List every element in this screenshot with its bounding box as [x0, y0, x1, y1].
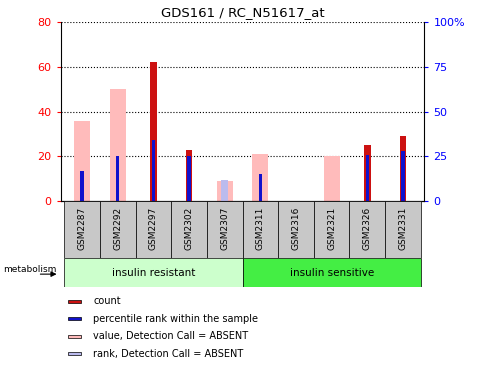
Text: GSM2326: GSM2326 — [362, 207, 371, 250]
Bar — [80, 171, 84, 201]
Text: GSM2287: GSM2287 — [77, 207, 86, 250]
Title: GDS161 / RC_N51617_at: GDS161 / RC_N51617_at — [160, 6, 324, 19]
Text: GSM2331: GSM2331 — [398, 207, 407, 250]
Bar — [206, 201, 242, 258]
Bar — [278, 201, 313, 258]
Bar — [187, 157, 190, 201]
Text: insulin resistant: insulin resistant — [111, 268, 195, 278]
Text: count: count — [93, 296, 121, 306]
Bar — [135, 201, 171, 258]
Bar — [252, 154, 268, 201]
Bar — [349, 201, 384, 258]
Bar — [363, 145, 370, 201]
Bar — [384, 201, 420, 258]
Bar — [100, 201, 135, 258]
Bar — [323, 157, 339, 201]
Bar — [399, 136, 405, 201]
Bar — [242, 258, 420, 287]
Text: GSM2292: GSM2292 — [113, 207, 122, 250]
Text: value, Detection Call = ABSENT: value, Detection Call = ABSENT — [93, 331, 248, 341]
Bar — [242, 201, 278, 258]
Bar — [185, 150, 192, 201]
Bar — [68, 335, 80, 338]
Bar — [258, 175, 261, 201]
Text: GSM2302: GSM2302 — [184, 207, 193, 250]
Bar — [400, 151, 404, 201]
Bar — [68, 317, 80, 320]
Bar — [171, 201, 206, 258]
Text: GSM2316: GSM2316 — [291, 207, 300, 250]
Text: GSM2297: GSM2297 — [149, 207, 157, 250]
Bar — [151, 140, 155, 201]
Text: GSM2307: GSM2307 — [220, 207, 229, 250]
Bar — [64, 201, 100, 258]
Bar — [221, 180, 227, 201]
Bar — [64, 258, 242, 287]
Text: GSM2311: GSM2311 — [255, 207, 264, 250]
Text: insulin sensitive: insulin sensitive — [289, 268, 373, 278]
Text: metabolism: metabolism — [3, 265, 56, 274]
Bar — [313, 201, 349, 258]
Bar — [150, 62, 156, 201]
Bar — [216, 181, 232, 201]
Text: percentile rank within the sample: percentile rank within the sample — [93, 314, 258, 324]
Bar — [74, 121, 90, 201]
Bar — [116, 157, 119, 201]
Bar — [68, 300, 80, 303]
Text: rank, Detection Call = ABSENT: rank, Detection Call = ABSENT — [93, 349, 243, 359]
Bar — [365, 155, 368, 201]
Bar — [109, 89, 125, 201]
Text: GSM2321: GSM2321 — [327, 207, 335, 250]
Bar — [68, 352, 80, 355]
